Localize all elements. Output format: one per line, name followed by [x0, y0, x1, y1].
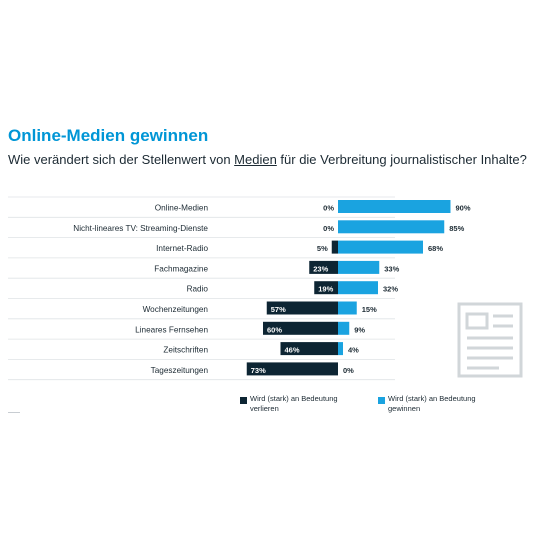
category-label: Lineares Fernsehen [135, 325, 208, 334]
data-label-gain: 4% [348, 346, 359, 355]
legend-lose-line2: verlieren [250, 404, 279, 413]
bar-gain [338, 342, 343, 356]
bar-gain [338, 321, 350, 335]
legend-item-gain: Wird (stark) an Bedeutung gewinnen [388, 394, 498, 414]
data-label-gain: 90% [456, 204, 471, 213]
legend-swatch-gain [378, 397, 385, 404]
bar-gain [338, 260, 380, 274]
bar-lose [314, 281, 338, 295]
legend-item-lose: Wird (stark) an Bedeutung verlieren [250, 394, 360, 414]
bar-gain [338, 200, 451, 213]
category-label: Fachmagazine [154, 264, 208, 273]
subtitle-link-medien[interactable]: Medien [234, 152, 277, 167]
page-subtitle: Wie verändert sich der Stellenwert von M… [8, 152, 527, 167]
data-label-lose: 73% [251, 366, 266, 375]
data-label-gain: 0% [343, 366, 354, 375]
category-label: Tageszeitungen [151, 366, 209, 375]
bar-lose [280, 342, 338, 356]
data-label-lose: 46% [285, 346, 300, 355]
data-label-gain: 33% [384, 264, 399, 273]
bar-gain [338, 281, 378, 295]
category-label: Radio [187, 285, 209, 294]
bar-gain [338, 220, 445, 234]
legend-swatch-lose [240, 397, 247, 404]
bar-lose [263, 321, 338, 335]
data-label-lose: 57% [271, 305, 286, 314]
data-label-lose: 0% [323, 224, 334, 233]
newspaper-icon [457, 302, 523, 378]
bar-lose [331, 240, 338, 254]
category-label: Online-Medien [155, 204, 209, 213]
legend-gain-line1: Wird (stark) an Bedeutung [388, 394, 476, 403]
data-label-lose: 5% [317, 244, 328, 253]
subtitle-text-after: für die Verbreitung journalistischer Inh… [276, 152, 527, 167]
bar-gain [338, 240, 423, 254]
data-label-lose: 0% [323, 204, 334, 213]
data-label-gain: 15% [362, 305, 377, 314]
data-label-gain: 85% [449, 224, 464, 233]
bar-lose [309, 260, 338, 274]
subtitle-text-before: Wie verändert sich der Stellenwert von [8, 152, 235, 167]
data-label-gain: 9% [354, 325, 365, 334]
category-label: Wochenzeitungen [143, 305, 209, 314]
category-label: Nicht-lineares TV: Streaming-Dienste [73, 224, 208, 233]
page-title: Online-Medien gewinnen [8, 126, 209, 145]
data-label-lose: 23% [313, 264, 328, 273]
category-label: Zeitschriften [163, 346, 208, 355]
legend-gain-line2: gewinnen [388, 404, 421, 413]
bar-gain [338, 301, 357, 315]
data-label-lose: 19% [318, 285, 333, 294]
legend-lose-line1: Wird (stark) an Bedeutung [250, 394, 338, 403]
category-label: Internet-Radio [156, 244, 208, 253]
footer-divider [8, 412, 20, 413]
data-label-lose: 60% [267, 325, 282, 334]
data-label-gain: 68% [428, 244, 443, 253]
bar-lose [266, 301, 338, 315]
data-label-gain: 32% [383, 285, 398, 294]
bar-lose [246, 362, 338, 376]
